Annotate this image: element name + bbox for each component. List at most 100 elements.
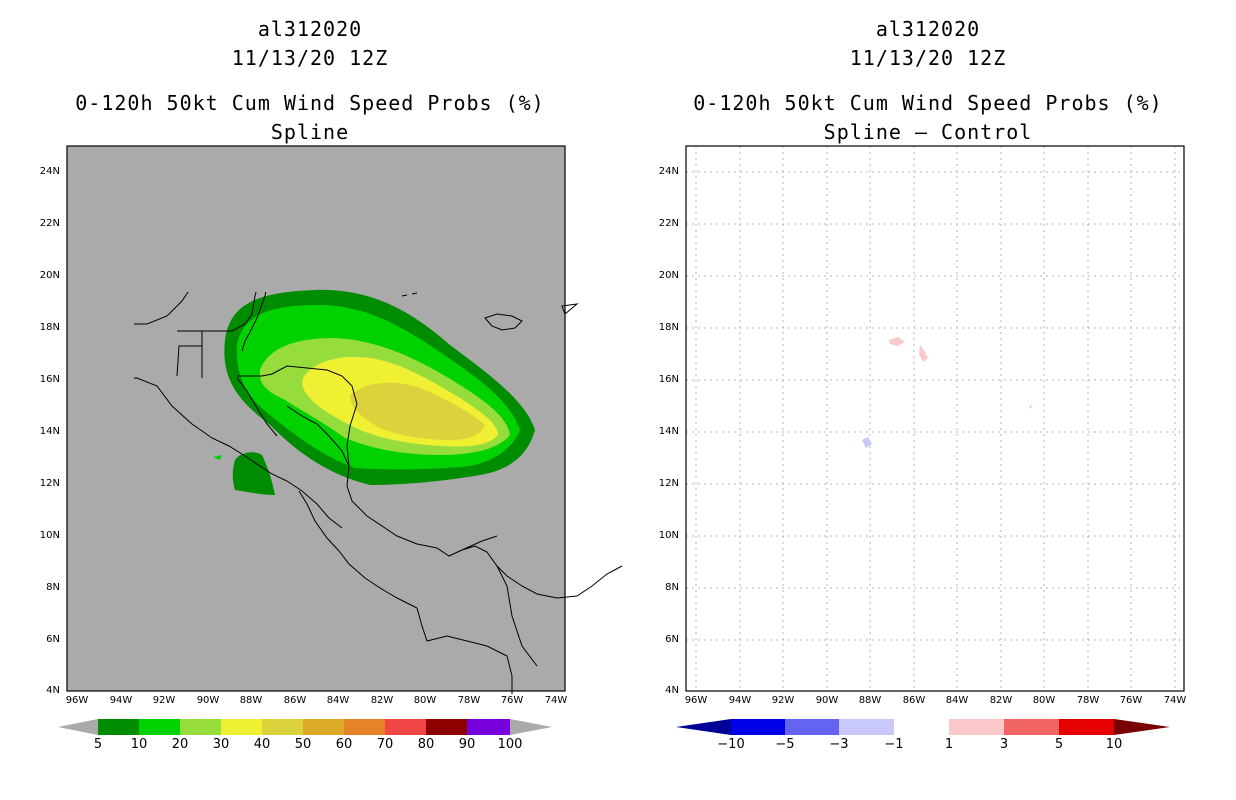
left-lon-tick: 76W [500, 695, 524, 706]
right-subtitle: Spline – Control [823, 120, 1033, 144]
right-storm-id: al312020 [875, 17, 981, 41]
left-lat-tick: 22N [39, 218, 60, 229]
right-lat-tick: 8N [665, 582, 679, 593]
left-lat-tick: 12N [39, 478, 60, 489]
left-colorbar-swatch [180, 719, 221, 735]
right-colorbar-swatch [731, 719, 785, 735]
left-lon-tick: 92W [152, 695, 176, 706]
right-lon-tick: 86W [902, 695, 926, 706]
right-grid [686, 146, 1184, 691]
right-lat-tick: 6N [665, 634, 679, 645]
right-lat-tick: 10N [658, 530, 679, 541]
left-lat-tick: 20N [39, 270, 60, 281]
left-colorbar-swatch [344, 719, 385, 735]
right-colorbar-swatch [839, 719, 894, 735]
right-colorbar-swatch [949, 719, 1004, 735]
left-lon-tick: 96W [65, 695, 89, 706]
left-datetime: 11/13/20 12Z [231, 46, 389, 70]
left-probability-contours [213, 289, 535, 495]
right-difference-contours [862, 337, 1032, 448]
left-lat-tick: 8N [46, 582, 60, 593]
left-colorbar-swatch [221, 719, 262, 735]
right-colorbar [676, 719, 1170, 735]
left-map-frame [66, 145, 566, 692]
left-colorbar-label: 80 [417, 737, 435, 752]
left-lat-tick: 24N [39, 166, 60, 177]
left-colorbar-label: 90 [458, 737, 476, 752]
right-map-background [686, 146, 1184, 691]
left-colorbar-label: 5 [93, 737, 103, 752]
right-lon-tick: 74W [1163, 695, 1187, 706]
left-lon-tick: 86W [283, 695, 307, 706]
left-colorbar-swatch [98, 719, 139, 735]
right-lat-tick: 4N [665, 685, 679, 696]
right-lon-tick: 88W [858, 695, 882, 706]
left-lon-tick: 78W [457, 695, 481, 706]
left-lat-tick: 10N [39, 530, 60, 541]
right-colorbar-swatch [785, 719, 839, 735]
right-colorbar-swatch [1004, 719, 1059, 735]
right-lat-tick: 14N [658, 426, 679, 437]
right-colorbar-label: 10 [1105, 737, 1123, 752]
right-colorbar-label: −5 [775, 737, 795, 752]
right-lat-tick: 16N [658, 374, 679, 385]
right-lon-tick: 92W [771, 695, 795, 706]
right-lon-tick: 96W [684, 695, 708, 706]
left-lon-tick: 80W [413, 695, 437, 706]
right-lon-tick: 80W [1032, 695, 1056, 706]
left-colorbar-swatch [262, 719, 303, 735]
left-lon-tick: 74W [544, 695, 568, 706]
right-product-title: 0-120h 50kt Cum Wind Speed Probs (%) [693, 91, 1163, 115]
left-lon-tick: 82W [370, 695, 394, 706]
left-lon-tick: 88W [239, 695, 263, 706]
right-colorbar-label: 1 [944, 737, 954, 752]
right-colorbar-label: 5 [1054, 737, 1064, 752]
left-colorbar-swatch [385, 719, 426, 735]
right-colorbar-low-arrow [676, 719, 731, 735]
left-lat-tick: 14N [39, 426, 60, 437]
left-colorbar-label: 70 [376, 737, 394, 752]
left-subtitle: Spline [270, 120, 350, 144]
right-lon-tick: 90W [815, 695, 839, 706]
right-lon-tick: 82W [989, 695, 1013, 706]
left-colorbar-low-arrow [58, 719, 98, 735]
right-map-frame [685, 145, 1185, 692]
left-lon-tick: 84W [326, 695, 350, 706]
left-colorbar [58, 719, 552, 735]
right-lat-tick: 22N [658, 218, 679, 229]
right-colorbar-swatch [894, 719, 949, 735]
right-colorbar-swatch [1059, 719, 1114, 735]
right-lon-tick: 84W [945, 695, 969, 706]
right-map [685, 145, 1185, 692]
left-lon-tick: 94W [109, 695, 133, 706]
right-lat-tick: 24N [658, 166, 679, 177]
right-colorbar-label: −3 [829, 737, 849, 752]
left-colorbar-label: 20 [171, 737, 189, 752]
right-lat-tick: 20N [658, 270, 679, 281]
right-lon-tick: 94W [728, 695, 752, 706]
right-colorbar-label: −10 [717, 737, 745, 752]
right-datetime: 11/13/20 12Z [849, 46, 1007, 70]
left-lat-tick: 16N [39, 374, 60, 385]
left-lat-tick: 4N [46, 685, 60, 696]
left-colorbar-label: 10 [130, 737, 148, 752]
left-colorbar-swatch [303, 719, 344, 735]
left-colorbar-high-arrow [510, 719, 552, 735]
left-colorbar-label: 100 [497, 737, 523, 752]
left-product-title: 0-120h 50kt Cum Wind Speed Probs (%) [75, 91, 545, 115]
left-colorbar-label: 50 [294, 737, 312, 752]
left-lat-tick: 18N [39, 322, 60, 333]
left-storm-id: al312020 [257, 17, 363, 41]
left-colorbar-swatch [426, 719, 467, 735]
right-lat-tick: 18N [658, 322, 679, 333]
left-map [66, 145, 623, 695]
right-colorbar-high-arrow [1114, 719, 1170, 735]
left-colorbar-swatch [139, 719, 180, 735]
right-colorbar-label: 3 [999, 737, 1009, 752]
left-colorbar-swatch [467, 719, 510, 735]
left-colorbar-label: 60 [335, 737, 353, 752]
left-lat-tick: 6N [46, 634, 60, 645]
right-colorbar-label: −1 [884, 737, 904, 752]
left-colorbar-label: 40 [253, 737, 271, 752]
